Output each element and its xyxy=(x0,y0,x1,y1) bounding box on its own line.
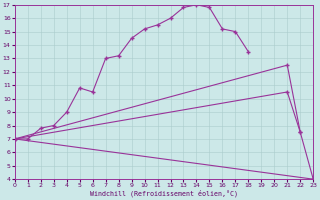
X-axis label: Windchill (Refroidissement éolien,°C): Windchill (Refroidissement éolien,°C) xyxy=(90,190,238,197)
